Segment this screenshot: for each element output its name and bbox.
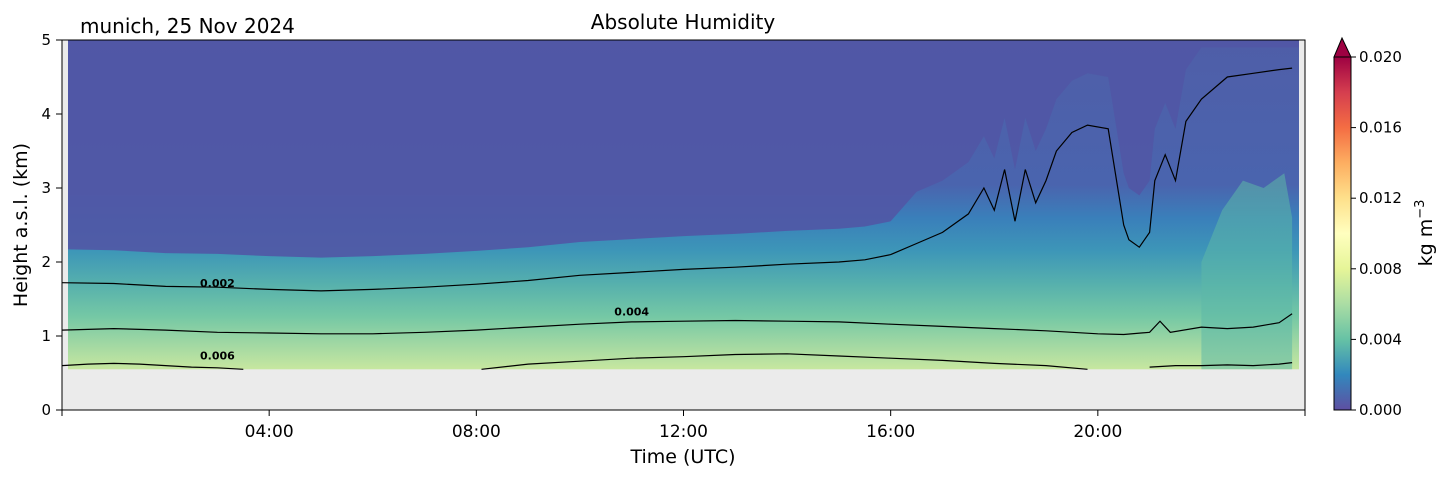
contour-line-0.006-seg2 bbox=[1149, 362, 1293, 368]
colorbar: 0.000 0.004 0.008 0.012 0.016 0.020 kg m−3 bbox=[1333, 36, 1437, 419]
y-tick-label: 0 bbox=[41, 401, 51, 419]
x-tick-label: 12:00 bbox=[659, 422, 708, 442]
contour-line-0.006-seg0 bbox=[62, 362, 244, 370]
humidity-field-moist-plume bbox=[1201, 173, 1293, 370]
colorbar-tick-label: 0.004 bbox=[1359, 330, 1402, 348]
x-tick-label: 08:00 bbox=[452, 422, 501, 442]
colorbar-tick-label: 0.016 bbox=[1359, 119, 1402, 137]
y-tick-label: 2 bbox=[41, 253, 51, 271]
humidity-field bbox=[68, 40, 1299, 370]
x-axis-label: Time (UTC) bbox=[629, 446, 735, 468]
x-tick-label: 16:00 bbox=[866, 422, 915, 442]
site-date-label: munich, 25 Nov 2024 bbox=[80, 14, 295, 38]
colorbar-tick-label: 0.008 bbox=[1359, 260, 1402, 278]
colorbar-extend-arrow bbox=[1333, 36, 1352, 58]
x-tick-label: 04:00 bbox=[245, 422, 294, 442]
contour-lines: 0.002 0.004 0.006 bbox=[62, 67, 1293, 370]
y-axis: 0 1 2 3 4 5 bbox=[41, 31, 62, 419]
contour-line-0.002 bbox=[62, 67, 1293, 292]
y-axis-label: Height a.s.l. (km) bbox=[10, 143, 32, 307]
contour-line-0.004 bbox=[62, 313, 1293, 336]
x-tick-label: 20:00 bbox=[1073, 422, 1122, 442]
chart-title: Absolute Humidity bbox=[591, 10, 776, 34]
colorbar-gradient bbox=[1333, 56, 1352, 411]
humidity-field-dry-layer bbox=[68, 40, 1299, 258]
colorbar-label-exponent: −3 bbox=[1413, 200, 1428, 219]
colorbar-tick-label: 0.020 bbox=[1359, 48, 1402, 66]
colorbar-ticks: 0.000 0.004 0.008 0.012 0.016 0.020 bbox=[1351, 48, 1402, 419]
contour-label-0.004: 0.004 bbox=[614, 305, 649, 318]
x-axis: 04:00 08:00 12:00 16:00 20:00 bbox=[61, 410, 1306, 442]
y-tick-label: 3 bbox=[41, 179, 51, 197]
y-tick-label: 5 bbox=[41, 31, 51, 49]
y-tick-label: 1 bbox=[41, 327, 51, 345]
colorbar-tick-label: 0.012 bbox=[1359, 189, 1402, 207]
contour-label-0.002: 0.002 bbox=[200, 277, 235, 290]
colorbar-tick-label: 0.000 bbox=[1359, 401, 1402, 419]
contour-label-0.006: 0.006 bbox=[200, 350, 235, 363]
y-tick-label: 4 bbox=[41, 105, 51, 123]
colorbar-label: kg m−3 bbox=[1413, 200, 1437, 267]
contour-line-0.006-seg1 bbox=[481, 353, 1088, 370]
